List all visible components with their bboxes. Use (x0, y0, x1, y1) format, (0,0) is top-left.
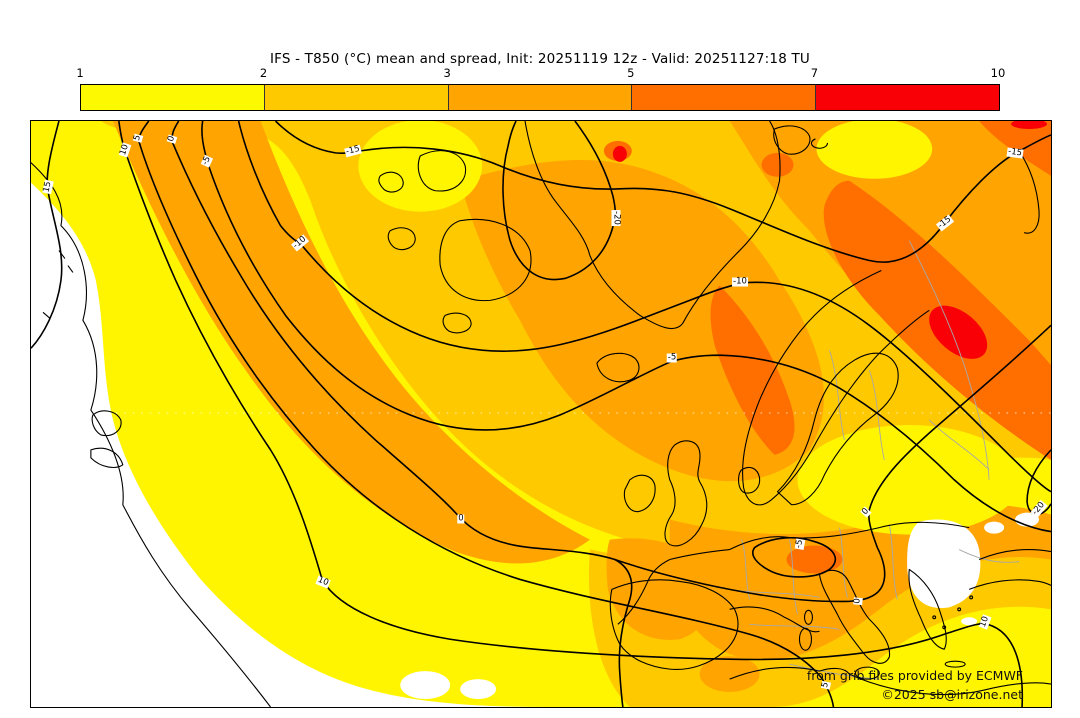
colorbar-ticks: 1 2 3 5 7 10 (76, 66, 1005, 80)
colorbar-tick-label: 7 (810, 66, 819, 80)
arctic-islands-coastline (378, 150, 532, 334)
colorbar-segments (80, 84, 1000, 111)
greenland-coastline (524, 121, 781, 330)
contour-minus20-greenland (502, 121, 617, 281)
spread-orange-fan (112, 121, 590, 564)
scandinavia-coastline (742, 269, 930, 506)
spread-red-core (929, 305, 988, 359)
turkey-blacksea-coastline (968, 549, 1051, 590)
chart-title: IFS - T850 (°C) mean and spread, Init: 2… (269, 51, 811, 67)
spread-orange-central (460, 159, 824, 482)
spread-white-southwest (31, 182, 550, 707)
britain-coastline (664, 440, 708, 547)
balkans-greece-coastline (908, 568, 947, 650)
iceland-coastline (596, 352, 640, 383)
colorbar-tick-label: 10 (990, 66, 1006, 80)
mediterranean-france-coastline (729, 606, 820, 633)
contour-minus5 (201, 121, 1051, 533)
denmark-coastline (737, 466, 761, 494)
france-biscay-coastline (617, 559, 670, 625)
country-borders-layer (729, 240, 1020, 680)
colorbar-tick-label: 1 (76, 66, 84, 80)
contour-5 (137, 121, 835, 707)
novaya-zemlya-coastline (1018, 150, 1040, 234)
attribution-copyright: ©2025 sb@irizone.net (881, 687, 1023, 702)
spread-fill-layer (31, 121, 1051, 707)
colorbar-segment (632, 85, 817, 110)
contour-15 (31, 121, 63, 349)
coastlines-layer (31, 121, 1051, 707)
nova-scotia-coastline (90, 447, 124, 468)
contour-0-east (614, 324, 1051, 603)
colorbar-segment (264, 85, 449, 110)
italy-coastline (818, 569, 891, 664)
weather-map: 15 10 5 0 -5 -10 -15 -20 -5 -10 -15 -15 0 0 -5 0 5 10 10 -2… (30, 120, 1052, 708)
contour-10 (118, 121, 1024, 707)
colorbar-tick-label: 2 (259, 66, 268, 80)
attribution-ecmwf: from grib files provided by ECMWF (806, 668, 1023, 683)
contour-minus5-alps (752, 537, 837, 578)
spread-white-aegean (907, 519, 981, 609)
colorbar-tick-label: 3 (443, 66, 451, 80)
north-america-coastline (31, 161, 271, 707)
spread-darkorange-norway (710, 285, 795, 455)
newfoundland-coastline (91, 410, 122, 437)
colorbar-tick-label: 5 (627, 66, 635, 80)
baltic-coastline (776, 352, 899, 506)
svalbard-coastline (773, 125, 828, 155)
map-graphic (31, 121, 1051, 707)
ireland-coastline (623, 474, 656, 513)
colorbar-segment (81, 85, 265, 110)
spread-orange-iberia (606, 538, 714, 640)
colorbar-segment (816, 85, 999, 110)
africa-coastline (729, 666, 1051, 696)
colorbar-segment (448, 85, 633, 110)
